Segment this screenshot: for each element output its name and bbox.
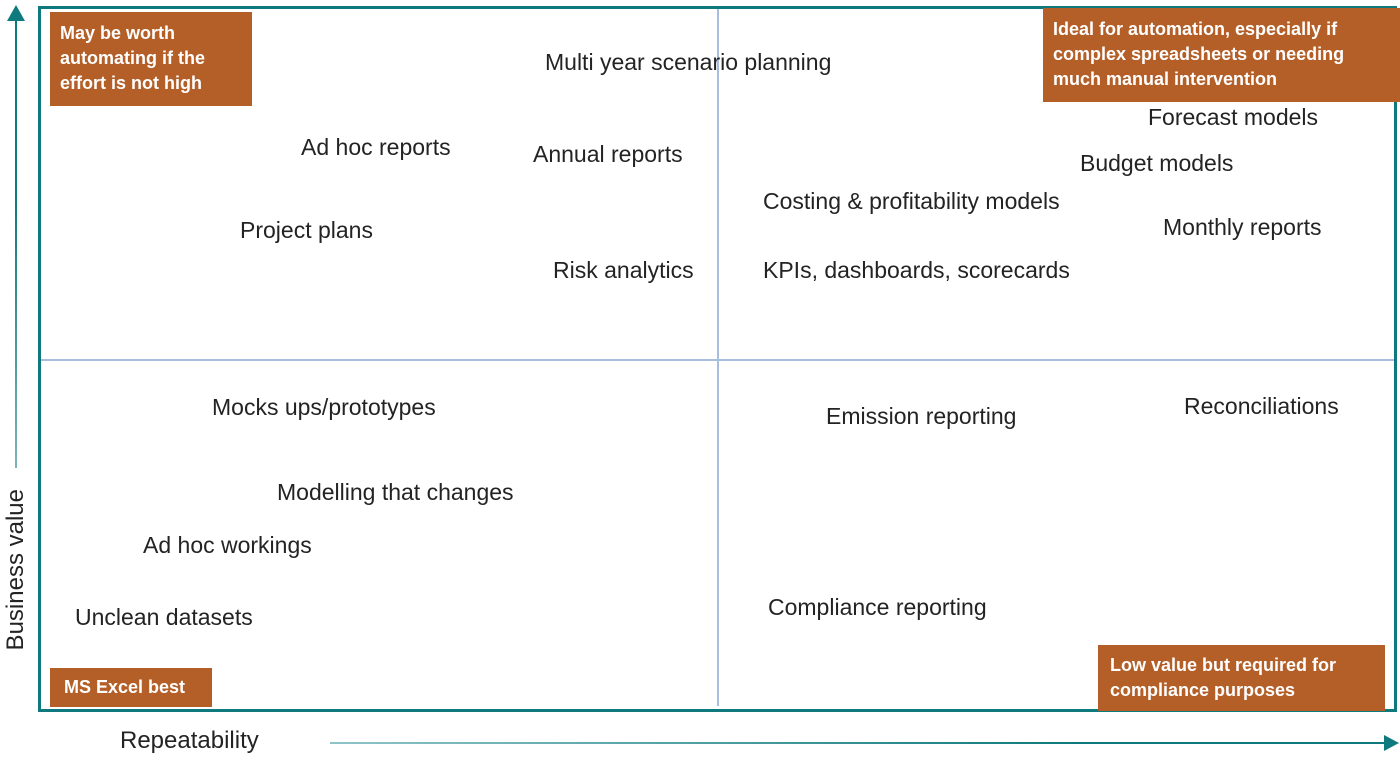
callout-bottom-left: MS Excel best <box>50 668 212 708</box>
horizontal-divider <box>41 359 1394 361</box>
matrix-item: Costing & profitability models <box>763 188 1060 214</box>
matrix-item: KPIs, dashboards, scorecards <box>763 257 1070 283</box>
matrix-item: Unclean datasets <box>75 604 253 630</box>
matrix-item: Forecast models <box>1148 104 1319 130</box>
callout-top-left: May be worth automating if the effort is… <box>50 12 252 106</box>
y-axis-line <box>15 20 17 468</box>
matrix-item: Reconciliations <box>1184 393 1339 419</box>
vertical-divider <box>717 9 719 706</box>
matrix-item: Project plans <box>240 217 373 243</box>
callout-top-right: Ideal for automation, especially if comp… <box>1043 8 1400 102</box>
matrix-item: Mocks ups/prototypes <box>212 394 436 420</box>
matrix-item: Budget models <box>1080 150 1234 176</box>
y-axis-arrowhead-icon <box>7 5 25 21</box>
matrix-item: Compliance reporting <box>768 594 987 620</box>
matrix-item: Emission reporting <box>826 403 1017 429</box>
x-axis-arrowhead-icon <box>1384 735 1399 751</box>
matrix-item: Risk analytics <box>553 257 694 283</box>
matrix-item: Multi year scenario planning <box>545 49 832 75</box>
x-axis-label: Repeatability <box>120 727 259 754</box>
matrix-item: Annual reports <box>533 141 683 167</box>
callout-bottom-right: Low value but required for compliance pu… <box>1098 645 1385 712</box>
matrix-item: Monthly reports <box>1163 214 1322 240</box>
matrix-frame <box>38 6 1397 712</box>
matrix-item: Ad hoc reports <box>301 134 451 160</box>
matrix-item: Modelling that changes <box>277 479 514 505</box>
x-axis-line <box>330 742 1386 744</box>
matrix-item: Ad hoc workings <box>143 532 312 558</box>
